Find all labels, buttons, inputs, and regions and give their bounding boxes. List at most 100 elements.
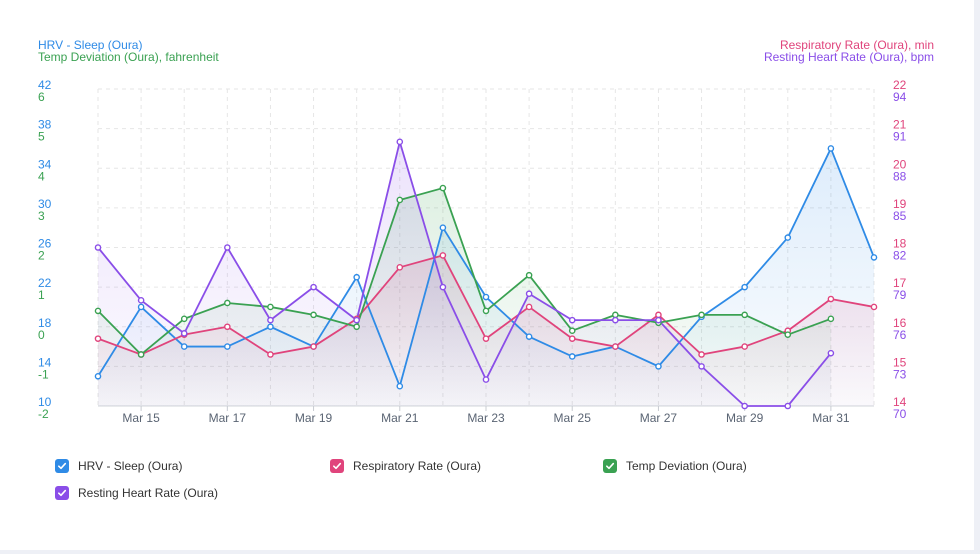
data-point xyxy=(396,196,404,204)
series-area xyxy=(98,141,831,407)
data-point xyxy=(224,323,231,331)
data-point xyxy=(525,290,533,298)
data-point xyxy=(568,327,576,335)
y-tick-label-rhr: 79 xyxy=(893,288,907,302)
data-point xyxy=(568,353,576,360)
data-point xyxy=(267,323,274,331)
data-point xyxy=(827,315,835,323)
x-tick-label: Mar 21 xyxy=(381,411,419,425)
data-point xyxy=(353,316,360,324)
data-point xyxy=(568,335,576,342)
data-point xyxy=(396,264,404,271)
data-point xyxy=(137,303,145,311)
data-point xyxy=(827,295,835,303)
data-point xyxy=(482,335,490,342)
frame-edge xyxy=(0,550,980,554)
y-tick-label-resp: 21 xyxy=(893,118,907,132)
data-point xyxy=(698,351,705,358)
left-axis-title-temp: Temp Deviation (Oura), fahrenheit xyxy=(38,50,219,64)
y-tick-label-resp: 19 xyxy=(893,197,907,211)
checkbox-checked-icon[interactable] xyxy=(55,459,69,473)
legend-label: Temp Deviation (Oura) xyxy=(626,459,747,473)
data-point xyxy=(568,316,576,324)
y-tick-label-resp: 14 xyxy=(893,395,907,409)
data-point xyxy=(396,138,404,146)
frame-edge xyxy=(974,0,980,554)
y-tick-label-rhr: 73 xyxy=(893,367,907,381)
legend-item-hrv[interactable]: HRV - Sleep (Oura) xyxy=(55,459,182,473)
data-point xyxy=(827,145,835,152)
legend-item-resp[interactable]: Respiratory Rate (Oura) xyxy=(330,459,481,473)
data-point xyxy=(698,311,705,319)
y-tick-label-temp: 6 xyxy=(38,90,45,104)
data-point xyxy=(482,293,490,301)
series-points xyxy=(94,138,878,410)
data-point xyxy=(267,351,274,358)
y-tick-label-temp: -1 xyxy=(38,367,49,381)
x-tick-label: Mar 27 xyxy=(640,411,678,425)
data-point xyxy=(482,376,490,383)
y-tick-label-temp: 4 xyxy=(38,169,45,183)
legend-label: HRV - Sleep (Oura) xyxy=(78,459,183,473)
data-point xyxy=(741,311,748,319)
data-point xyxy=(439,283,447,291)
data-point xyxy=(439,184,447,192)
data-point xyxy=(224,343,231,350)
data-point xyxy=(310,311,317,319)
checkbox-checked-icon[interactable] xyxy=(330,459,344,473)
y-tick-label-rhr: 91 xyxy=(893,130,907,144)
legend-item-rhr[interactable]: Resting Heart Rate (Oura) xyxy=(55,486,218,500)
y-tick-label-temp: 3 xyxy=(38,209,45,223)
y-tick-label-hrv: 14 xyxy=(38,355,52,369)
data-point xyxy=(612,311,619,319)
legend-item-temp[interactable]: Temp Deviation (Oura) xyxy=(603,459,747,473)
data-point xyxy=(137,351,145,358)
data-point xyxy=(267,316,274,324)
legend-label: Resting Heart Rate (Oura) xyxy=(78,486,219,500)
y-tick-label-hrv: 34 xyxy=(38,157,52,171)
x-tick-label: Mar 19 xyxy=(295,411,333,425)
y-tick-label-resp: 15 xyxy=(893,355,907,369)
data-point xyxy=(353,323,360,331)
y-tick-label-hrv: 18 xyxy=(38,316,52,330)
y-tick-label-resp: 18 xyxy=(893,237,907,251)
data-point xyxy=(741,343,748,350)
data-point xyxy=(310,283,317,291)
data-point xyxy=(612,316,619,324)
data-point xyxy=(439,224,447,231)
x-tick-label: Mar 23 xyxy=(467,411,505,425)
y-tick-label-rhr: 70 xyxy=(893,407,907,421)
data-point xyxy=(870,303,878,311)
checkbox-checked-icon[interactable] xyxy=(603,459,617,473)
checkbox-checked-icon[interactable] xyxy=(55,486,69,500)
data-point xyxy=(655,363,662,370)
y-tick-label-resp: 17 xyxy=(893,276,907,290)
data-point xyxy=(310,343,317,350)
data-point xyxy=(94,244,102,251)
series-line xyxy=(97,140,832,407)
y-tick-label-rhr: 85 xyxy=(893,209,907,223)
data-point xyxy=(353,273,360,281)
data-point xyxy=(827,349,835,357)
data-point xyxy=(439,252,447,259)
series-line xyxy=(97,187,832,356)
data-point xyxy=(267,303,274,311)
x-tick-label: Mar 17 xyxy=(209,411,247,425)
x-tick-label: Mar 31 xyxy=(812,411,850,425)
data-point xyxy=(224,244,231,251)
y-tick-label-hrv: 10 xyxy=(38,395,52,409)
data-point xyxy=(94,372,102,380)
data-point xyxy=(396,382,404,390)
left-axis-title-hrv: HRV - Sleep (Oura) xyxy=(38,38,143,52)
y-tick-label-rhr: 88 xyxy=(893,169,907,183)
data-point xyxy=(784,234,792,241)
x-tick-label: Mar 29 xyxy=(726,411,764,425)
data-point xyxy=(180,315,188,323)
data-point xyxy=(870,254,878,261)
data-point xyxy=(655,311,662,319)
data-point xyxy=(741,283,748,291)
y-tick-label-temp: 0 xyxy=(38,328,45,342)
data-point xyxy=(482,307,490,315)
axis-ticks: Mar 15 Mar 17 Mar 19 Mar 21 Mar 23 Mar 25 Mar … xyxy=(38,78,907,425)
data-point xyxy=(784,331,792,338)
